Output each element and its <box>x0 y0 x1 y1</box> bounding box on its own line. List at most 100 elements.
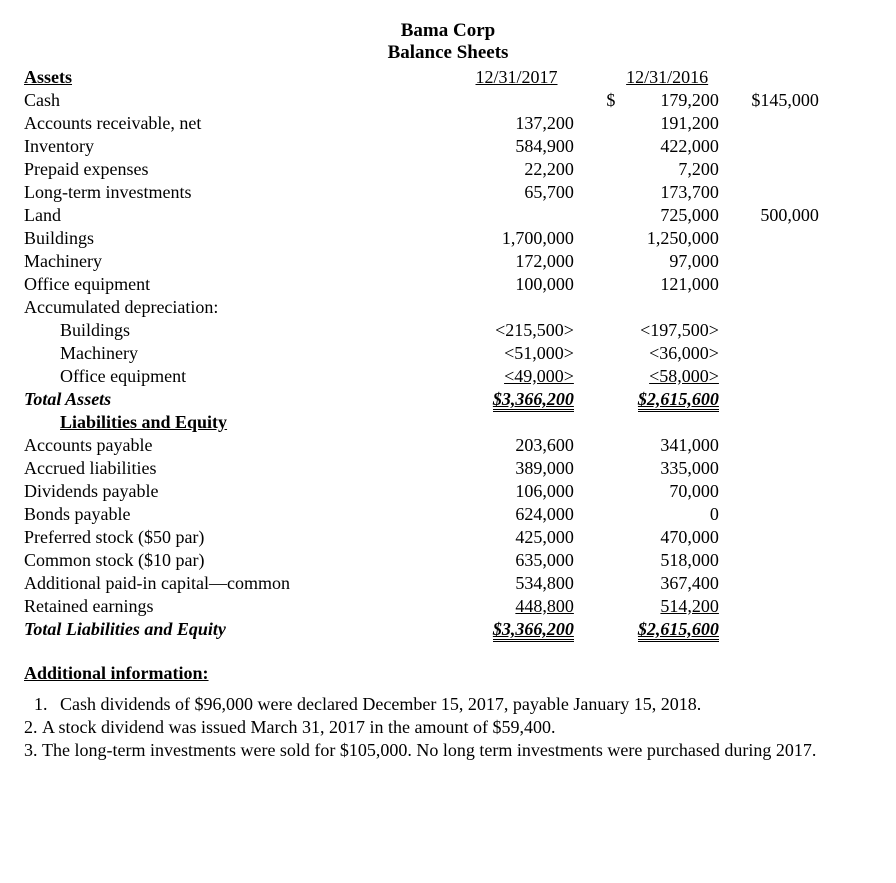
header-row: Assets 12/31/2017 12/31/2016 <box>24 66 872 89</box>
common-2017: 635,000 <box>459 549 582 572</box>
office-2016: 121,000 <box>615 273 727 296</box>
row-preferred: Preferred stock ($50 par) 425,000 470,00… <box>24 526 872 549</box>
bonds-label: Bonds payable <box>24 503 426 526</box>
dep-buildings-2016: <197,500> <box>615 319 727 342</box>
balance-sheet-table: Assets 12/31/2017 12/31/2016 Cash $ 179,… <box>24 66 872 641</box>
row-inventory: Inventory 584,900 422,000 <box>24 135 872 158</box>
info-item-2: A stock dividend was issued March 31, 20… <box>24 717 872 738</box>
company-name: Bama Corp <box>24 20 872 42</box>
dep-machinery-2016: <36,000> <box>615 342 727 365</box>
prepaid-label: Prepaid expenses <box>24 158 426 181</box>
row-office: Office equipment 100,000 121,000 <box>24 273 872 296</box>
ar-2016: 191,200 <box>615 112 727 135</box>
preferred-2017: 425,000 <box>459 526 582 549</box>
row-ar: Accounts receivable, net 137,200 191,200 <box>24 112 872 135</box>
dividends-2017: 106,000 <box>459 480 582 503</box>
info-item-3: The long-term investments were sold for … <box>24 740 872 761</box>
row-total-assets: Total Assets $3,366,200 $2,615,600 <box>24 388 872 411</box>
common-label: Common stock ($10 par) <box>24 549 426 572</box>
currency-symbol: $ <box>582 89 615 112</box>
row-apic: Additional paid-in capital—common 534,80… <box>24 572 872 595</box>
dividends-2016: 70,000 <box>615 480 727 503</box>
currency-symbol: $ <box>727 89 760 112</box>
machinery-label: Machinery <box>24 250 426 273</box>
accum-dep-label: Accumulated depreciation: <box>24 296 426 319</box>
row-prepaid: Prepaid expenses 22,200 7,200 <box>24 158 872 181</box>
row-cash: Cash $ 179,200 $ 145,000 <box>24 89 872 112</box>
ap-2016: 341,000 <box>615 434 727 457</box>
dep-buildings-label: Buildings <box>24 319 426 342</box>
dep-buildings-2017: <215,500> <box>459 319 582 342</box>
dep-machinery-2017: <51,000> <box>459 342 582 365</box>
report-title: Balance Sheets <box>24 42 872 64</box>
row-dep-office: Office equipment <49,000> <58,000> <box>24 365 872 388</box>
bonds-2017: 624,000 <box>459 503 582 526</box>
cash-label: Cash <box>24 89 426 112</box>
row-accum-dep: Accumulated depreciation: <box>24 296 872 319</box>
accrued-label: Accrued liabilities <box>24 457 426 480</box>
liabilities-section-header: Liabilities and Equity <box>60 412 227 432</box>
prepaid-2016: 7,200 <box>615 158 727 181</box>
row-machinery: Machinery 172,000 97,000 <box>24 250 872 273</box>
lti-2017: 65,700 <box>459 181 582 204</box>
total-assets-2016: $2,615,600 <box>638 389 719 412</box>
dep-machinery-label: Machinery <box>24 342 426 365</box>
total-liab-2017: $3,366,200 <box>493 619 574 642</box>
land-2016: 500,000 <box>760 204 872 227</box>
ap-2017: 203,600 <box>459 434 582 457</box>
buildings-label: Buildings <box>24 227 426 250</box>
bonds-2016: 0 <box>615 503 727 526</box>
document-header: Bama Corp Balance Sheets <box>24 20 872 64</box>
row-total-liabilities: Total Liabilities and Equity $3,366,200 … <box>24 618 872 641</box>
land-2017: 725,000 <box>615 204 727 227</box>
retained-label: Retained earnings <box>24 595 426 618</box>
row-buildings: Buildings 1,700,000 1,250,000 <box>24 227 872 250</box>
ar-label: Accounts receivable, net <box>24 112 426 135</box>
additional-info-list: Cash dividends of $96,000 were declared … <box>24 694 872 761</box>
assets-section-header: Assets <box>24 67 72 87</box>
row-ap: Accounts payable 203,600 341,000 <box>24 434 872 457</box>
dep-office-2016: <58,000> <box>649 366 719 386</box>
total-liab-2016: $2,615,600 <box>638 619 719 642</box>
apic-2017: 534,800 <box>459 572 582 595</box>
dividends-label: Dividends payable <box>24 480 426 503</box>
land-label: Land <box>24 204 426 227</box>
cash-2016: 145,000 <box>760 89 872 112</box>
inventory-label: Inventory <box>24 135 426 158</box>
lti-2016: 173,700 <box>615 181 727 204</box>
apic-label: Additional paid-in capital—common <box>24 572 426 595</box>
dep-office-label: Office equipment <box>24 365 426 388</box>
preferred-label: Preferred stock ($50 par) <box>24 526 426 549</box>
ar-2017: 137,200 <box>459 112 582 135</box>
accrued-2016: 335,000 <box>615 457 727 480</box>
lti-label: Long-term investments <box>24 181 426 204</box>
retained-2017: 448,800 <box>515 596 574 616</box>
total-liab-label: Total Liabilities and Equity <box>24 618 426 641</box>
ap-label: Accounts payable <box>24 434 426 457</box>
office-2017: 100,000 <box>459 273 582 296</box>
row-bonds: Bonds payable 624,000 0 <box>24 503 872 526</box>
inventory-2017: 584,900 <box>459 135 582 158</box>
prepaid-2017: 22,200 <box>459 158 582 181</box>
retained-2016: 514,200 <box>660 596 719 616</box>
row-retained: Retained earnings 448,800 514,200 <box>24 595 872 618</box>
inventory-2016: 422,000 <box>615 135 727 158</box>
total-assets-2017: $3,366,200 <box>493 389 574 412</box>
row-liabilities-header: Liabilities and Equity <box>24 411 872 434</box>
date-2016: 12/31/2016 <box>615 66 727 89</box>
apic-2016: 367,400 <box>615 572 727 595</box>
row-accrued: Accrued liabilities 389,000 335,000 <box>24 457 872 480</box>
row-common: Common stock ($10 par) 635,000 518,000 <box>24 549 872 572</box>
buildings-2016: 1,250,000 <box>615 227 727 250</box>
row-lti: Long-term investments 65,700 173,700 <box>24 181 872 204</box>
cash-2017: 179,200 <box>615 89 727 112</box>
total-assets-label: Total Assets <box>24 388 426 411</box>
accrued-2017: 389,000 <box>459 457 582 480</box>
preferred-2016: 470,000 <box>615 526 727 549</box>
machinery-2016: 97,000 <box>615 250 727 273</box>
common-2016: 518,000 <box>615 549 727 572</box>
info-item-1: Cash dividends of $96,000 were declared … <box>52 694 872 715</box>
row-land: Land 725,000 500,000 <box>24 204 872 227</box>
additional-info-header: Additional information: <box>24 663 872 684</box>
buildings-2017: 1,700,000 <box>459 227 582 250</box>
